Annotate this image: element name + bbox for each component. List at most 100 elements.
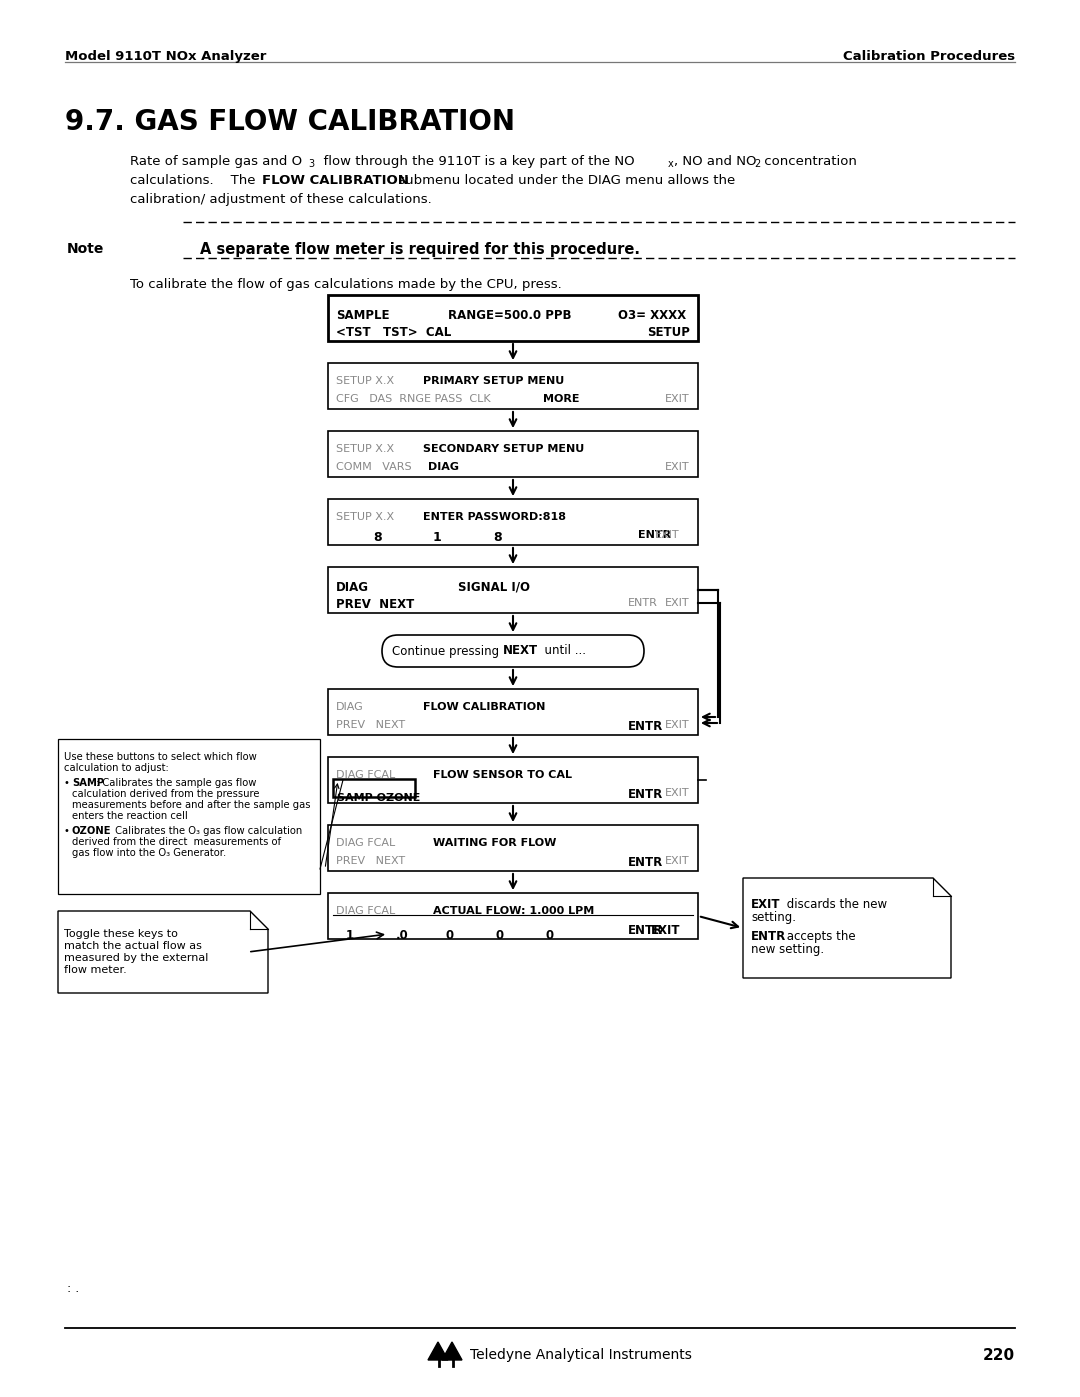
Text: ACTUAL FLOW: 1.000 LPM: ACTUAL FLOW: 1.000 LPM bbox=[433, 907, 594, 916]
Text: match the actual flow as: match the actual flow as bbox=[64, 942, 202, 951]
Text: measured by the external: measured by the external bbox=[64, 953, 208, 963]
Text: calculations.    The: calculations. The bbox=[130, 175, 260, 187]
Text: 220: 220 bbox=[983, 1348, 1015, 1363]
Text: 1: 1 bbox=[433, 531, 442, 543]
Bar bbox=[328, 499, 698, 545]
Text: submenu located under the DIAG menu allows the: submenu located under the DIAG menu allo… bbox=[394, 175, 735, 187]
Text: EXIT: EXIT bbox=[665, 462, 690, 472]
Text: RANGE=500.0 PPB: RANGE=500.0 PPB bbox=[448, 309, 571, 321]
Text: Teledyne Analytical Instruments: Teledyne Analytical Instruments bbox=[470, 1348, 692, 1362]
Text: flow meter.: flow meter. bbox=[64, 965, 126, 975]
Text: enters the reaction cell: enters the reaction cell bbox=[72, 812, 188, 821]
Bar bbox=[328, 757, 698, 803]
Text: OZONE: OZONE bbox=[72, 826, 111, 835]
Text: Calibration Procedures: Calibration Procedures bbox=[842, 50, 1015, 63]
Text: 8: 8 bbox=[373, 531, 381, 543]
Bar bbox=[328, 567, 698, 613]
Text: EXIT: EXIT bbox=[656, 529, 680, 541]
Text: ENTR: ENTR bbox=[751, 930, 786, 943]
Text: WAITING FOR FLOW: WAITING FOR FLOW bbox=[433, 838, 556, 848]
Text: PRIMARY SETUP MENU: PRIMARY SETUP MENU bbox=[423, 376, 564, 386]
Text: PREV   NEXT: PREV NEXT bbox=[336, 719, 405, 731]
Polygon shape bbox=[743, 877, 951, 978]
Text: •: • bbox=[64, 778, 73, 788]
Text: CFG   DAS  RNGE PASS  CLK: CFG DAS RNGE PASS CLK bbox=[336, 394, 498, 404]
Text: •: • bbox=[64, 826, 73, 835]
Text: EXIT: EXIT bbox=[650, 923, 680, 937]
Text: Rate of sample gas and O: Rate of sample gas and O bbox=[130, 155, 302, 168]
Text: 0: 0 bbox=[446, 929, 454, 942]
Polygon shape bbox=[428, 1343, 448, 1361]
Text: ENTR: ENTR bbox=[627, 788, 663, 800]
Text: until ...: until ... bbox=[537, 644, 586, 658]
Text: calculation to adjust:: calculation to adjust: bbox=[64, 763, 168, 773]
Text: FLOW SENSOR TO CAL: FLOW SENSOR TO CAL bbox=[433, 770, 572, 780]
Text: A separate flow meter is required for this procedure.: A separate flow meter is required for th… bbox=[200, 242, 640, 257]
Text: SETUP X.X: SETUP X.X bbox=[336, 511, 394, 522]
Text: Continue pressing: Continue pressing bbox=[392, 644, 503, 658]
Text: 9.7. GAS FLOW CALIBRATION: 9.7. GAS FLOW CALIBRATION bbox=[65, 108, 515, 136]
Text: EXIT: EXIT bbox=[665, 598, 690, 608]
Text: 8: 8 bbox=[492, 531, 501, 543]
Text: EXIT: EXIT bbox=[665, 719, 690, 731]
Text: SIGNAL I/O: SIGNAL I/O bbox=[458, 581, 530, 594]
Text: PREV  NEXT: PREV NEXT bbox=[336, 598, 415, 610]
Text: new setting.: new setting. bbox=[751, 943, 824, 956]
Text: SAMPLE: SAMPLE bbox=[336, 309, 390, 321]
Text: discards the new: discards the new bbox=[783, 898, 887, 911]
Text: gas flow into the O₃ Generator.: gas flow into the O₃ Generator. bbox=[72, 848, 226, 858]
Text: EXIT: EXIT bbox=[665, 394, 690, 404]
Text: DIAG FCAL: DIAG FCAL bbox=[336, 907, 395, 916]
Text: .0: .0 bbox=[396, 929, 408, 942]
Text: SAMP: SAMP bbox=[72, 778, 104, 788]
Polygon shape bbox=[58, 911, 268, 993]
Text: : .: : . bbox=[67, 1282, 79, 1295]
Text: Toggle these keys to: Toggle these keys to bbox=[64, 929, 178, 939]
Text: DIAG: DIAG bbox=[336, 581, 369, 594]
Text: PREV   NEXT: PREV NEXT bbox=[336, 856, 405, 866]
Text: 0: 0 bbox=[546, 929, 554, 942]
Text: SETUP X.X: SETUP X.X bbox=[336, 376, 394, 386]
Text: 1: 1 bbox=[346, 929, 354, 942]
FancyBboxPatch shape bbox=[382, 636, 644, 666]
Text: x: x bbox=[669, 159, 674, 169]
Text: COMM   VARS: COMM VARS bbox=[336, 462, 419, 472]
Bar bbox=[328, 893, 698, 939]
Text: ENTR: ENTR bbox=[638, 529, 671, 541]
Text: measurements before and after the sample gas: measurements before and after the sample… bbox=[72, 800, 311, 810]
Text: calculation derived from the pressure: calculation derived from the pressure bbox=[72, 789, 259, 799]
Text: Model 9110T NOx Analyzer: Model 9110T NOx Analyzer bbox=[65, 50, 267, 63]
Text: ENTR: ENTR bbox=[627, 923, 663, 937]
Text: DIAG FCAL: DIAG FCAL bbox=[336, 838, 395, 848]
Text: FLOW CALIBRATION: FLOW CALIBRATION bbox=[262, 175, 409, 187]
Text: concentration: concentration bbox=[760, 155, 856, 168]
Text: SETUP X.X: SETUP X.X bbox=[336, 444, 394, 454]
Text: flow through the 9110T is a key part of the NO: flow through the 9110T is a key part of … bbox=[315, 155, 635, 168]
Text: To calibrate the flow of gas calculations made by the CPU, press.: To calibrate the flow of gas calculation… bbox=[130, 278, 562, 291]
Text: SECONDARY SETUP MENU: SECONDARY SETUP MENU bbox=[423, 444, 584, 454]
Text: FLOW CALIBRATION: FLOW CALIBRATION bbox=[423, 703, 545, 712]
Bar bbox=[328, 363, 698, 409]
Text: MORE: MORE bbox=[543, 394, 580, 404]
Text: ENTR: ENTR bbox=[627, 856, 663, 869]
Text: EXIT: EXIT bbox=[751, 898, 781, 911]
Polygon shape bbox=[442, 1343, 462, 1361]
Text: Calibrates the O₃ gas flow calculation: Calibrates the O₃ gas flow calculation bbox=[112, 826, 302, 835]
Bar bbox=[328, 432, 698, 476]
Text: 3: 3 bbox=[308, 159, 314, 169]
Bar bbox=[333, 780, 415, 798]
Bar bbox=[58, 739, 320, 894]
Bar bbox=[328, 295, 698, 341]
Text: EXIT: EXIT bbox=[665, 856, 690, 866]
Text: Use these buttons to select which flow: Use these buttons to select which flow bbox=[64, 752, 257, 761]
Text: 0: 0 bbox=[496, 929, 504, 942]
Text: DIAG: DIAG bbox=[336, 703, 364, 712]
Text: accepts the: accepts the bbox=[783, 930, 855, 943]
Text: calibration/ adjustment of these calculations.: calibration/ adjustment of these calcula… bbox=[130, 193, 432, 205]
Text: ENTR: ENTR bbox=[627, 719, 663, 733]
Text: 2: 2 bbox=[754, 159, 760, 169]
Text: SETUP: SETUP bbox=[647, 326, 690, 339]
Text: SAMP OZONE: SAMP OZONE bbox=[337, 793, 420, 803]
Text: <TST   TST>  CAL: <TST TST> CAL bbox=[336, 326, 451, 339]
Bar bbox=[328, 826, 698, 870]
